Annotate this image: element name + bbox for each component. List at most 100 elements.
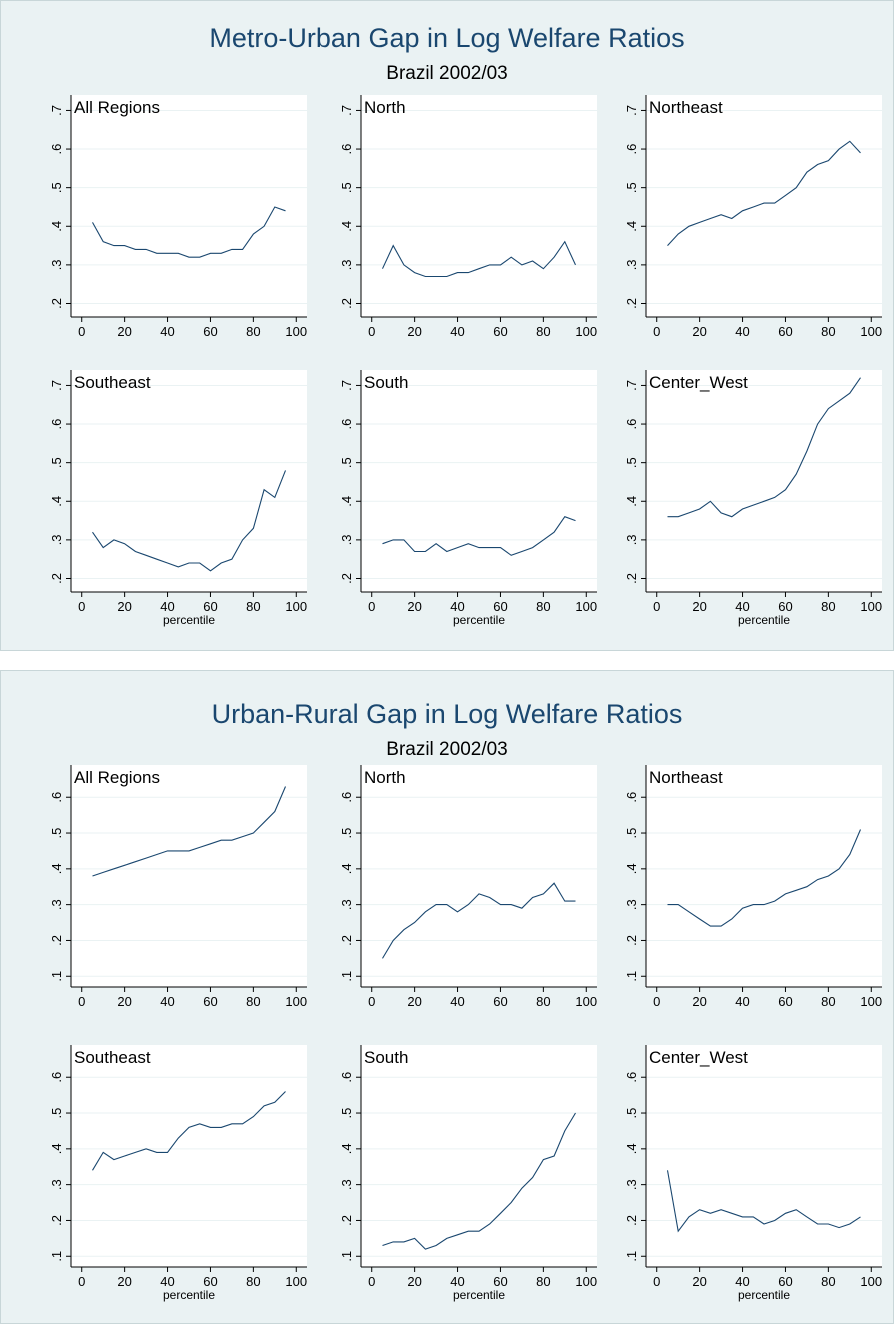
x-tick-label: 40 bbox=[735, 1274, 749, 1289]
x-tick-label: 80 bbox=[536, 324, 550, 339]
y-tick-label: .7 bbox=[339, 105, 354, 116]
x-tick-label: 40 bbox=[160, 599, 174, 614]
y-tick-label: .2 bbox=[49, 1215, 64, 1226]
y-tick-label: .5 bbox=[339, 182, 354, 193]
x-tick-label: 40 bbox=[735, 599, 749, 614]
x-tick-label: 80 bbox=[821, 994, 835, 1009]
x-tick-label: 40 bbox=[160, 324, 174, 339]
panel-title: Northeast bbox=[649, 98, 723, 117]
x-tick-label: 60 bbox=[778, 599, 792, 614]
y-tick-label: .3 bbox=[49, 534, 64, 545]
x-tick-label: 60 bbox=[778, 324, 792, 339]
data-line bbox=[382, 240, 576, 278]
y-tick-label: .7 bbox=[624, 380, 639, 391]
y-tick-label: .5 bbox=[339, 1108, 354, 1119]
data-line bbox=[667, 140, 861, 246]
x-tick-label: 20 bbox=[692, 994, 706, 1009]
panel-title: South bbox=[364, 373, 408, 392]
panel-title: Center_West bbox=[649, 1048, 748, 1067]
y-tick-label: .1 bbox=[624, 971, 639, 982]
y-tick-label: .5 bbox=[339, 828, 354, 839]
y-tick-label: .1 bbox=[624, 1251, 639, 1262]
y-tick-label: .4 bbox=[339, 221, 354, 232]
y-tick-label: .3 bbox=[339, 899, 354, 910]
x-tick-label: 20 bbox=[117, 1274, 131, 1289]
data-line bbox=[382, 882, 576, 959]
y-tick-label: .6 bbox=[49, 1072, 64, 1083]
x-tick-label: 60 bbox=[203, 599, 217, 614]
data-line bbox=[666, 1170, 861, 1233]
x-tick-label: 60 bbox=[778, 1274, 792, 1289]
y-tick-label: .4 bbox=[624, 1143, 639, 1154]
y-tick-label: .6 bbox=[49, 792, 64, 803]
y-tick-label: .2 bbox=[339, 298, 354, 309]
data-line bbox=[382, 516, 576, 556]
x-tick-label: 40 bbox=[735, 994, 749, 1009]
x-tick-label: 80 bbox=[536, 599, 550, 614]
panel-title: Center_West bbox=[649, 373, 748, 392]
x-tick-label: 60 bbox=[203, 1274, 217, 1289]
y-tick-label: .5 bbox=[339, 457, 354, 468]
x-tick-label: 80 bbox=[246, 324, 260, 339]
y-tick-label: .1 bbox=[339, 971, 354, 982]
data-line bbox=[382, 1112, 576, 1250]
x-tick-label: 0 bbox=[368, 324, 375, 339]
x-tick-label: 0 bbox=[78, 599, 85, 614]
plot-area bbox=[71, 1045, 307, 1267]
y-tick-label: .6 bbox=[624, 419, 639, 430]
y-tick-label: .2 bbox=[624, 573, 639, 584]
y-tick-label: .2 bbox=[339, 573, 354, 584]
x-tick-label: 20 bbox=[407, 599, 421, 614]
x-tick-label: 20 bbox=[692, 1274, 706, 1289]
y-tick-label: .4 bbox=[339, 863, 354, 874]
x-tick-label: 0 bbox=[653, 994, 660, 1009]
y-tick-label: .6 bbox=[339, 419, 354, 430]
figure-subtitle: Brazil 2002/03 bbox=[386, 63, 507, 84]
x-tick-label: 80 bbox=[821, 599, 835, 614]
y-tick-label: .4 bbox=[339, 1143, 354, 1154]
y-tick-label: .6 bbox=[624, 144, 639, 155]
y-tick-label: .2 bbox=[49, 573, 64, 584]
x-tick-label: 60 bbox=[493, 324, 507, 339]
x-tick-label: 40 bbox=[450, 599, 464, 614]
panel-title: North bbox=[364, 98, 406, 117]
y-tick-label: .1 bbox=[49, 1251, 64, 1262]
y-tick-label: .5 bbox=[624, 828, 639, 839]
x-tick-label: 60 bbox=[493, 599, 507, 614]
x-tick-label: 0 bbox=[368, 1274, 375, 1289]
x-tick-label: 40 bbox=[160, 1274, 174, 1289]
y-tick-label: .4 bbox=[624, 863, 639, 874]
x-axis-label: percentile bbox=[163, 1288, 215, 1302]
plot-area bbox=[646, 765, 882, 987]
x-tick-label: 40 bbox=[160, 994, 174, 1009]
x-tick-label: 40 bbox=[450, 1274, 464, 1289]
x-tick-label: 100 bbox=[860, 994, 882, 1009]
y-tick-label: .5 bbox=[49, 828, 64, 839]
x-tick-label: 20 bbox=[117, 994, 131, 1009]
y-tick-label: .1 bbox=[339, 1251, 354, 1262]
panel-title: Southeast bbox=[74, 373, 151, 392]
x-tick-label: 40 bbox=[450, 324, 464, 339]
y-tick-label: .2 bbox=[339, 1215, 354, 1226]
x-tick-label: 0 bbox=[78, 994, 85, 1009]
panel-title: South bbox=[364, 1048, 408, 1067]
x-tick-label: 40 bbox=[735, 324, 749, 339]
x-tick-label: 60 bbox=[203, 324, 217, 339]
x-tick-label: 0 bbox=[368, 599, 375, 614]
x-tick-label: 0 bbox=[78, 324, 85, 339]
x-tick-label: 100 bbox=[860, 599, 882, 614]
plot-area bbox=[71, 95, 307, 317]
x-tick-label: 100 bbox=[285, 324, 307, 339]
x-tick-label: 20 bbox=[692, 599, 706, 614]
figure-title: Metro-Urban Gap in Log Welfare Ratios bbox=[209, 23, 684, 53]
y-tick-label: .5 bbox=[624, 457, 639, 468]
x-tick-label: 100 bbox=[575, 324, 597, 339]
y-tick-label: .3 bbox=[339, 1179, 354, 1190]
y-tick-label: .4 bbox=[49, 221, 64, 232]
plot-area bbox=[361, 765, 597, 987]
y-tick-label: .5 bbox=[624, 182, 639, 193]
x-tick-label: 40 bbox=[450, 994, 464, 1009]
x-axis-label: percentile bbox=[453, 613, 505, 627]
x-tick-label: 100 bbox=[575, 599, 597, 614]
panel-title: Southeast bbox=[74, 1048, 151, 1067]
